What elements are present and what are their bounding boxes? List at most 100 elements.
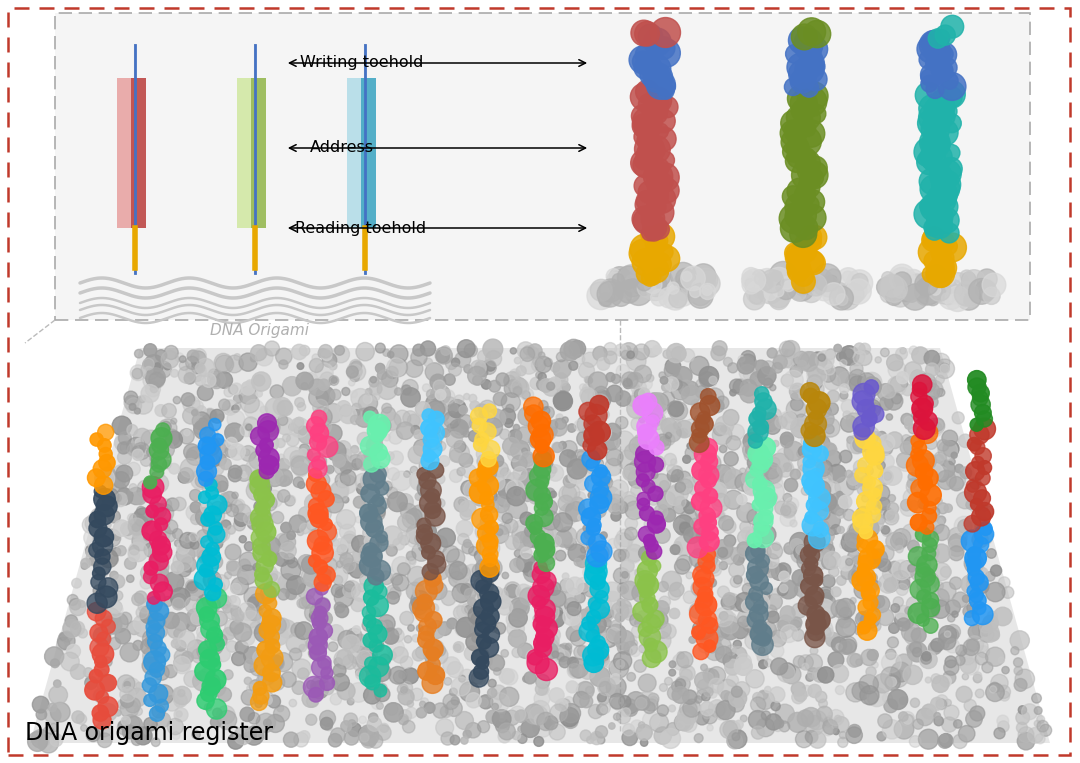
Circle shape xyxy=(949,477,963,491)
Circle shape xyxy=(823,720,838,734)
Circle shape xyxy=(348,720,356,728)
Circle shape xyxy=(151,457,166,472)
Circle shape xyxy=(839,636,856,653)
Circle shape xyxy=(280,542,296,559)
Circle shape xyxy=(315,363,334,381)
Circle shape xyxy=(937,460,955,478)
Circle shape xyxy=(512,382,518,388)
Circle shape xyxy=(702,617,718,633)
Circle shape xyxy=(491,587,502,597)
Circle shape xyxy=(645,393,664,412)
Circle shape xyxy=(98,697,118,716)
Circle shape xyxy=(809,465,815,472)
Circle shape xyxy=(889,285,912,307)
Circle shape xyxy=(291,623,306,637)
Circle shape xyxy=(837,268,859,289)
Circle shape xyxy=(943,441,959,457)
Circle shape xyxy=(417,594,432,610)
Circle shape xyxy=(648,100,667,121)
Circle shape xyxy=(904,417,913,425)
Circle shape xyxy=(644,28,671,56)
Circle shape xyxy=(635,571,654,591)
Circle shape xyxy=(798,360,807,369)
Circle shape xyxy=(591,487,611,508)
Circle shape xyxy=(908,472,917,481)
Circle shape xyxy=(786,106,809,128)
Circle shape xyxy=(410,349,427,365)
Circle shape xyxy=(234,726,252,745)
Circle shape xyxy=(791,90,818,117)
Circle shape xyxy=(949,546,963,561)
Circle shape xyxy=(920,520,934,534)
Circle shape xyxy=(862,410,877,427)
Circle shape xyxy=(824,374,840,391)
Circle shape xyxy=(261,551,276,566)
Circle shape xyxy=(636,262,658,284)
Circle shape xyxy=(251,507,271,528)
Circle shape xyxy=(445,564,460,578)
Circle shape xyxy=(306,636,321,651)
Circle shape xyxy=(670,402,684,417)
Circle shape xyxy=(759,610,767,617)
Circle shape xyxy=(589,597,602,610)
Circle shape xyxy=(634,365,651,382)
Circle shape xyxy=(448,400,467,418)
Circle shape xyxy=(144,694,157,707)
Circle shape xyxy=(559,699,570,710)
Circle shape xyxy=(192,730,200,739)
Circle shape xyxy=(710,379,717,386)
Circle shape xyxy=(376,343,386,353)
Circle shape xyxy=(592,636,605,649)
Circle shape xyxy=(519,452,535,467)
Circle shape xyxy=(200,504,207,511)
Circle shape xyxy=(972,456,984,468)
Circle shape xyxy=(464,646,480,661)
Circle shape xyxy=(415,604,432,622)
Circle shape xyxy=(931,267,951,287)
Circle shape xyxy=(583,525,589,531)
Bar xyxy=(347,78,365,228)
Circle shape xyxy=(912,398,932,419)
Circle shape xyxy=(100,607,120,627)
Circle shape xyxy=(815,691,827,703)
Circle shape xyxy=(799,588,813,601)
Circle shape xyxy=(225,446,237,458)
Circle shape xyxy=(795,185,815,205)
Circle shape xyxy=(200,455,215,469)
Circle shape xyxy=(815,625,831,642)
Circle shape xyxy=(536,617,557,639)
Circle shape xyxy=(200,563,213,577)
Circle shape xyxy=(931,255,957,281)
Circle shape xyxy=(678,380,694,396)
Circle shape xyxy=(388,492,407,512)
Circle shape xyxy=(648,185,669,207)
Circle shape xyxy=(638,691,657,710)
Circle shape xyxy=(420,698,429,706)
Circle shape xyxy=(957,492,973,509)
Circle shape xyxy=(774,501,788,514)
Circle shape xyxy=(774,349,793,368)
Circle shape xyxy=(87,602,106,621)
Circle shape xyxy=(921,653,931,664)
Circle shape xyxy=(349,631,359,639)
Circle shape xyxy=(424,702,435,713)
Circle shape xyxy=(526,481,545,501)
Circle shape xyxy=(840,415,858,432)
Circle shape xyxy=(856,350,872,365)
Circle shape xyxy=(867,406,883,423)
Circle shape xyxy=(858,621,870,634)
Circle shape xyxy=(132,735,143,745)
Circle shape xyxy=(57,633,75,650)
Circle shape xyxy=(260,679,268,687)
Circle shape xyxy=(914,608,924,618)
Circle shape xyxy=(208,555,222,569)
Circle shape xyxy=(903,488,921,506)
Circle shape xyxy=(794,655,806,668)
Circle shape xyxy=(910,563,929,581)
Circle shape xyxy=(469,668,488,687)
Circle shape xyxy=(511,456,527,471)
Circle shape xyxy=(1014,667,1023,675)
Circle shape xyxy=(757,571,765,578)
Circle shape xyxy=(660,376,667,384)
Circle shape xyxy=(105,472,117,485)
